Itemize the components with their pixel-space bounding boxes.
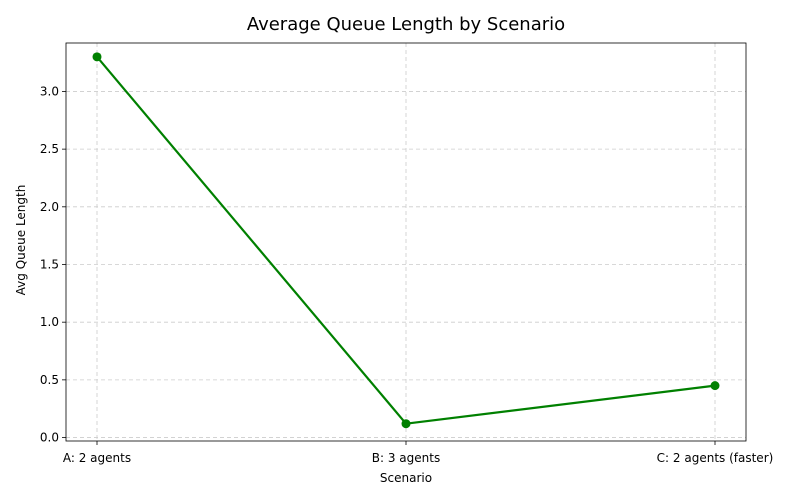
axes: 0.0 0.5 1.0 1.5 2.0 2.5 3.0 A: 2 agents B: 3 age…: [40, 42, 774, 465]
plot-frame: [65, 42, 747, 442]
chart-title: Average Queue Length by Scenario: [247, 14, 565, 35]
data-point: [92, 52, 102, 62]
y-tick-label: 2.0: [40, 200, 59, 214]
y-tick-label: 3.0: [40, 84, 59, 98]
y-tick-label: 1.0: [40, 315, 59, 329]
x-tick-label: C: 2 agents (faster): [657, 451, 774, 465]
y-tick-label: 1.5: [40, 257, 59, 271]
data-point: [710, 381, 720, 391]
x-tick-label: A: 2 agents: [63, 451, 131, 465]
y-tick-label: 0.5: [40, 373, 59, 387]
data-point: [401, 419, 411, 429]
gridlines: [66, 43, 746, 441]
y-tick-label: 0.0: [40, 431, 59, 445]
data-series: [92, 52, 720, 429]
y-tick-label: 2.5: [40, 142, 59, 156]
y-axis-label: Avg Queue Length: [14, 185, 28, 296]
x-tick-label: B: 3 agents: [372, 451, 440, 465]
x-axis-label: Scenario: [380, 471, 432, 485]
